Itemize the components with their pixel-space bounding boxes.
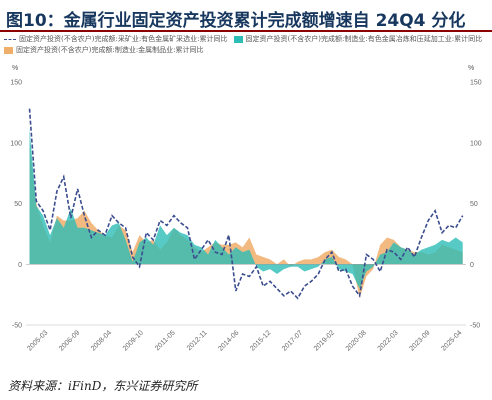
y-tick-right: 100	[470, 140, 482, 147]
legend-item-metal-products: 固定资产投资(不含农户)完成额:制造业:金属制品业:累计同比	[4, 45, 204, 56]
x-tick-label: 2008-04	[90, 329, 113, 352]
y-tick-right: -50	[470, 323, 480, 330]
x-tick-label: 2011-05	[154, 329, 177, 352]
x-tick-label: 2023-09	[408, 329, 431, 352]
y-tick-left: 100	[10, 140, 22, 147]
legend-label-mining: 固定资产投资(不含农户)完成额:采矿业:有色金属矿采选业:累计同比	[19, 35, 228, 43]
chart-title: 图10：金属行业固定资产投资累计完成额增速自 24Q4 分化	[6, 11, 466, 31]
x-tick-label: 2019-02	[313, 329, 336, 352]
source-note: 资料来源：iFinD，东兴证券研究所	[8, 379, 198, 393]
y-tick-left: 50	[14, 201, 22, 208]
x-tick-label: 2009-10	[122, 329, 145, 352]
title-divider	[0, 30, 492, 32]
y-tick-right: 0	[470, 262, 474, 269]
legend-label-metal-products: 固定资产投资(不含农户)完成额:制造业:金属制品业:累计同比	[16, 46, 204, 54]
chart-legend: 固定资产投资(不含农户)完成额:采矿业:有色金属矿采选业:累计同比 固定资产投资…	[4, 34, 488, 56]
y-unit-right: %	[468, 65, 474, 72]
x-tick-label: 2014-06	[217, 329, 240, 352]
x-tick-label: 2022-03	[377, 329, 400, 352]
x-tick-label: 2006-09	[58, 329, 81, 352]
y-tick-right: 150	[470, 80, 482, 87]
x-tick-label: 2020-08	[345, 329, 368, 352]
y-tick-left: -50	[12, 323, 22, 330]
legend-swatch-metal-products	[4, 47, 13, 54]
y-unit-left: %	[12, 65, 18, 72]
x-tick-label: 2012-11	[186, 329, 209, 352]
x-tick-label: 2017-07	[281, 329, 304, 352]
legend-swatch-smelting	[233, 36, 243, 43]
y-tick-left: 0	[18, 262, 22, 269]
x-tick-label: 2025-04	[440, 329, 463, 352]
series-line-mining	[28, 108, 464, 300]
x-tick-label: 2015-12	[249, 329, 272, 352]
legend-item-smelting: 固定资产投资(不含农户)完成额:制造业:有色金属冶炼和压延加工业:累计同比	[233, 34, 483, 45]
legend-swatch-mining	[4, 39, 16, 40]
y-tick-right: 50	[470, 201, 478, 208]
x-tick-label: 2005-03	[26, 329, 49, 352]
series-area-smelting	[29, 128, 463, 289]
legend-item-mining: 固定资产投资(不含农户)完成额:采矿业:有色金属矿采选业:累计同比	[4, 34, 228, 45]
y-tick-left: 150	[10, 80, 22, 87]
series-area-metal-products	[29, 145, 463, 299]
legend-label-smelting: 固定资产投资(不含农户)完成额:制造业:有色金属冶炼和压延加工业:累计同比	[245, 35, 483, 43]
